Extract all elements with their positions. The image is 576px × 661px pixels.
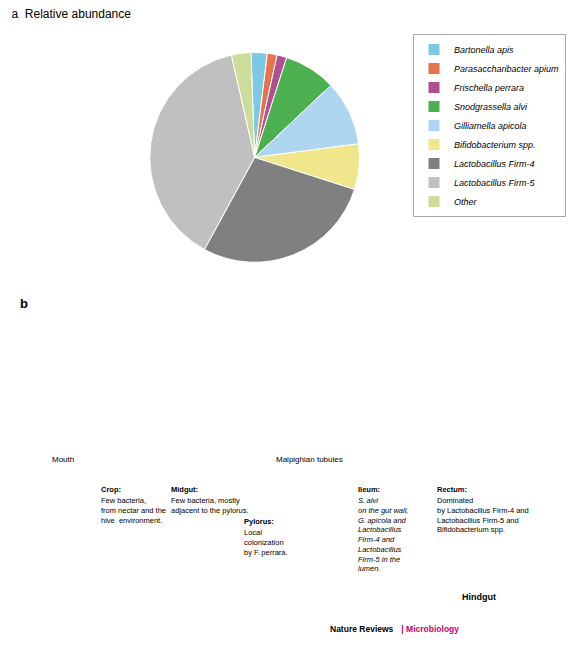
svg-text:| Microbiology: | Microbiology [399,624,459,634]
svg-text:Snodgrassella alvi: Snodgrassella alvi [454,102,528,112]
svg-text:Mouth: Mouth [52,455,74,464]
svg-text:Nature Reviews: Nature Reviews [330,624,394,634]
svg-text:Localcolonizationby F. perrara: Localcolonizationby F. perrara. [244,528,288,557]
svg-text:Few bacteria, mostlyadjacent t: Few bacteria, mostlyadjacent to the pylo… [171,496,249,515]
svg-text:Hindgut: Hindgut [462,592,496,602]
svg-text:Frischella perrara: Frischella perrara [454,83,524,93]
svg-text:Lactobacillus Firm-5: Lactobacillus Firm-5 [454,178,536,188]
svg-text:Few bacteria,from nectar and t: Few bacteria,from nectar and thehive env… [101,496,166,525]
svg-text:b: b [20,296,28,311]
svg-text:a Relative abundance: a Relative abundance [12,7,132,21]
svg-text:Bifidobacterium spp.: Bifidobacterium spp. [454,140,536,150]
svg-text:Other: Other [454,197,478,207]
svg-text:Pylorus:: Pylorus: [244,517,274,526]
svg-text:Gilliamella apicola: Gilliamella apicola [454,121,527,131]
svg-text:Crop:: Crop: [101,485,121,494]
svg-text:Midgut:: Midgut: [171,485,198,494]
svg-text:Rectum:: Rectum: [437,485,467,494]
svg-text:Lactobacillus Firm-4: Lactobacillus Firm-4 [454,159,535,169]
svg-text:Bartonella apis: Bartonella apis [454,45,514,55]
svg-text:Dominatedby Lactobacillus Firm: Dominatedby Lactobacillus Firm-4 andLact… [437,496,529,534]
svg-text:Malpighian tubules: Malpighian tubules [276,455,343,464]
svg-text:S. alvion the gut wall,G. apic: S. alvion the gut wall,G. apicola andLac… [358,496,408,573]
svg-text:Ileum:: Ileum: [358,485,380,494]
svg-text:Parasaccharibacter apium: Parasaccharibacter apium [454,64,559,74]
